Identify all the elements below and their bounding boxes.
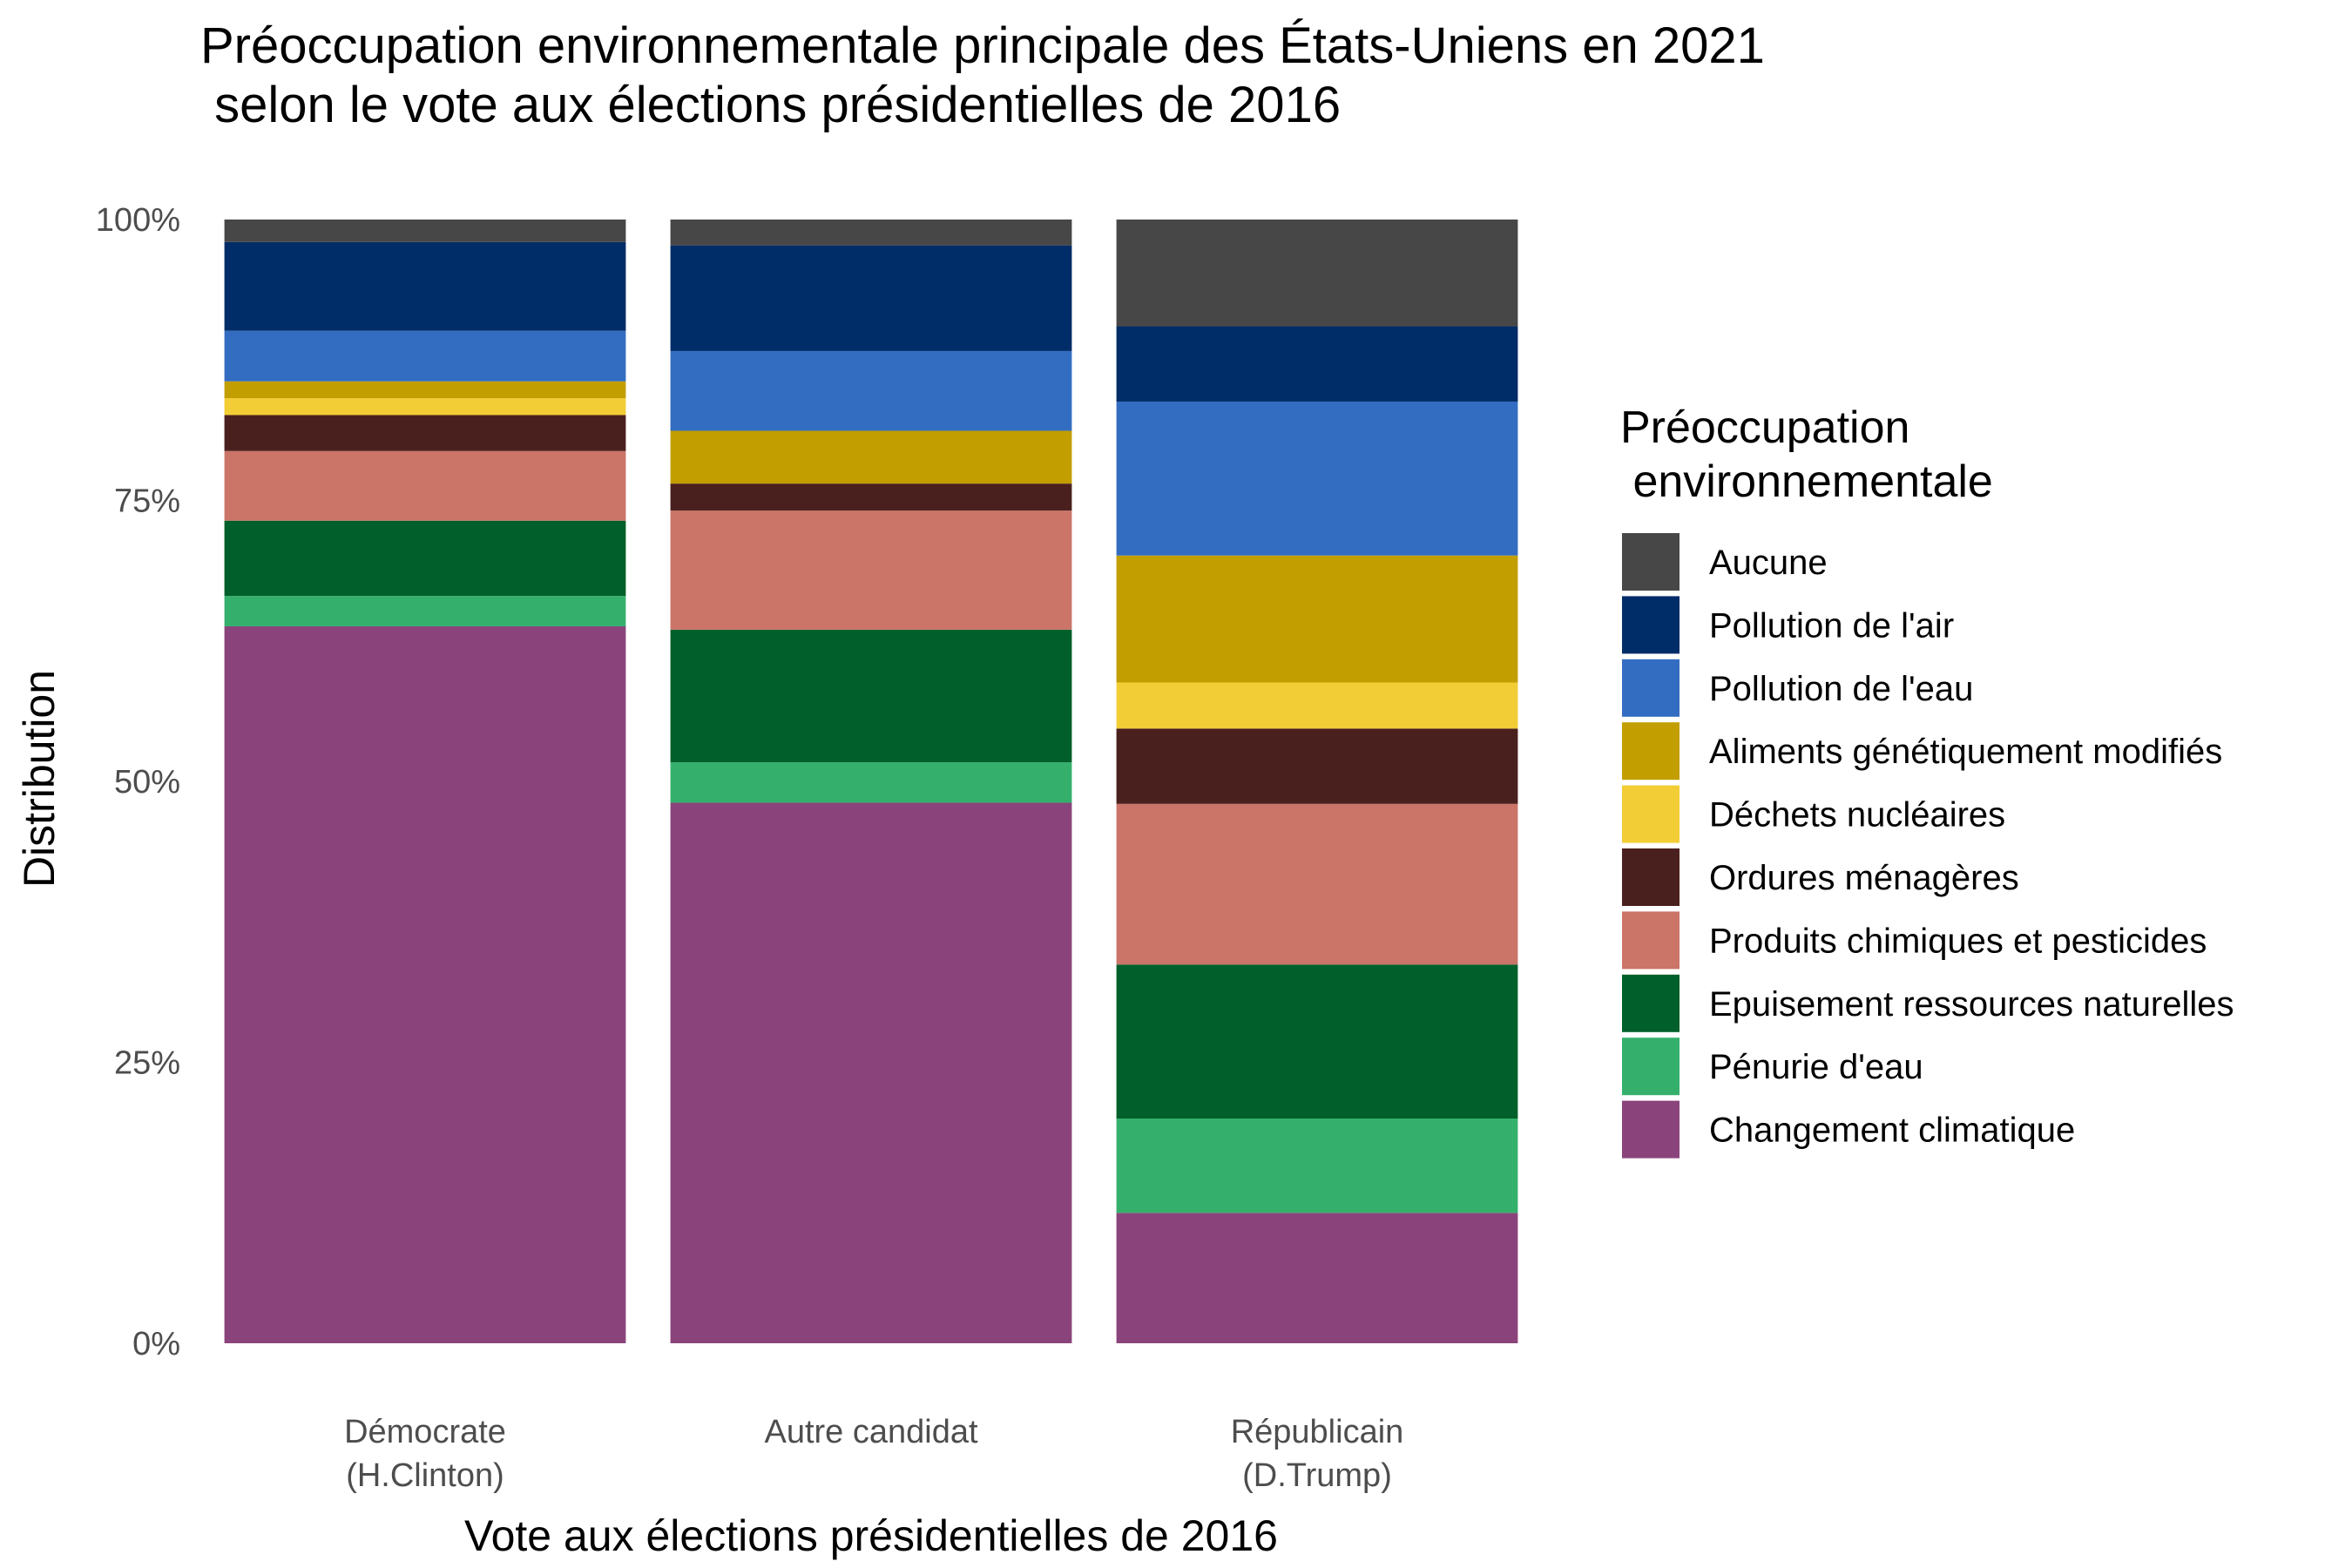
legend-label-penurie-d-eau: Pénurie d'eau — [1709, 1048, 1923, 1086]
legend-swatch-ordures-menageres — [1622, 848, 1680, 906]
legend-label-pollution-de-l-eau: Pollution de l'eau — [1709, 670, 1973, 708]
bar-autre-candidat-ordures-menageres — [670, 483, 1072, 511]
legend-label-epuisement-ressources-naturelles: Epuisement ressources naturelles — [1709, 985, 2234, 1024]
bar-republicain-d-trump-changement-climatique — [1116, 1213, 1518, 1343]
legend-label-changement-climatique: Changement climatique — [1709, 1112, 2075, 1150]
legend-label-dechets-nucleaires: Déchets nucléaires — [1709, 796, 2005, 835]
legend-label-aliments-genetiquement-modifies: Aliments génétiquement modifiés — [1709, 733, 2222, 771]
legend-swatch-pollution-de-l-eau — [1622, 659, 1680, 717]
bar-republicain-d-trump-produits-chimiques-et-pesticides — [1116, 803, 1518, 965]
legend-label-pollution-de-l-air: Pollution de l'air — [1709, 606, 1954, 645]
bar-autre-candidat-aucune — [670, 220, 1072, 246]
legend-swatch-produits-chimiques-et-pesticides — [1622, 911, 1680, 970]
bar-democrate-h-clinton-penurie-d-eau — [224, 596, 626, 626]
legend-swatch-dechets-nucleaires — [1622, 785, 1680, 843]
legend-title-line-1: Préoccupation — [1620, 402, 1909, 453]
bar-republicain-d-trump-aliments-genetiquement-modifies — [1116, 555, 1518, 683]
bar-autre-candidat-penurie-d-eau — [670, 762, 1072, 803]
legend-swatch-pollution-de-l-air — [1622, 596, 1680, 654]
bar-democrate-h-clinton-changement-climatique — [224, 625, 626, 1343]
bar-autre-candidat-pollution-de-l-eau — [670, 350, 1072, 431]
bar-democrate-h-clinton-epuisement-ressources-naturelles — [224, 520, 626, 597]
bar-autre-candidat-pollution-de-l-air — [670, 245, 1072, 351]
legend-swatch-epuisement-ressources-naturelles — [1622, 974, 1680, 1032]
x-axis-label: Vote aux élections présidentielles de 20… — [464, 1511, 1278, 1560]
y-tick-label: 50% — [114, 764, 180, 801]
x-tick-label: Républicain — [1231, 1414, 1404, 1450]
bar-autre-candidat-changement-climatique — [670, 802, 1072, 1343]
bar-democrate-h-clinton-dechets-nucleaires — [224, 398, 626, 416]
bar-republicain-d-trump-penurie-d-eau — [1116, 1119, 1518, 1213]
bar-republicain-d-trump-pollution-de-l-eau — [1116, 401, 1518, 556]
legend-swatch-changement-climatique — [1622, 1100, 1680, 1159]
bar-republicain-d-trump-epuisement-ressources-naturelles — [1116, 964, 1518, 1119]
bar-autre-candidat-produits-chimiques-et-pesticides — [670, 510, 1072, 630]
bar-democrate-h-clinton-aliments-genetiquement-modifies — [224, 381, 626, 399]
bar-democrate-h-clinton-produits-chimiques-et-pesticides — [224, 450, 626, 521]
y-tick-label: 25% — [114, 1045, 180, 1082]
bar-democrate-h-clinton-aucune — [224, 220, 626, 242]
plot-area — [224, 220, 1518, 1343]
y-tick-label: 75% — [114, 483, 180, 520]
y-axis-label: Distribution — [15, 670, 64, 888]
chart-title-line-2: selon le vote aux élections présidentiel… — [200, 77, 1341, 133]
x-tick-label: (D.Trump) — [1242, 1457, 1392, 1494]
y-tick-label: 0% — [132, 1326, 180, 1362]
legend-label-aucune: Aucune — [1709, 544, 1828, 582]
bar-democrate-h-clinton-pollution-de-l-eau — [224, 330, 626, 382]
legend: Préoccupation environnementale Aucune Pol… — [1620, 402, 2234, 1159]
bar-republicain-d-trump-dechets-nucleaires — [1116, 682, 1518, 729]
chart-title: Préoccupation environnementale principal… — [200, 17, 1765, 133]
y-axis-ticks: 0% 25% 50% 75% 100% — [96, 202, 180, 1362]
bar-democrate-h-clinton-ordures-menageres — [224, 415, 626, 451]
bar-republicain-d-trump-pollution-de-l-air — [1116, 326, 1518, 402]
y-tick-label: 100% — [96, 202, 180, 239]
chart-title-line-1: Préoccupation environnementale principal… — [200, 17, 1765, 74]
x-axis-ticks: Démocrate (H.Clinton) Autre candidat Répub… — [344, 1414, 1403, 1494]
bar-republicain-d-trump-aucune — [1116, 220, 1518, 327]
legend-title-line-2: environnementale — [1620, 456, 1993, 507]
legend-swatch-aliments-genetiquement-modifies — [1622, 722, 1680, 781]
bar-autre-candidat-epuisement-ressources-naturelles — [670, 629, 1072, 763]
x-tick-label: Démocrate — [344, 1414, 506, 1450]
bar-autre-candidat-aliments-genetiquement-modifies — [670, 430, 1072, 484]
legend-label-ordures-menageres: Ordures ménagères — [1709, 859, 2019, 897]
x-tick-label: Autre candidat — [764, 1414, 977, 1450]
legend-items: Aucune Pollution de l'air Pollution de l'e… — [1622, 533, 2234, 1159]
bar-democrate-h-clinton-pollution-de-l-air — [224, 241, 626, 331]
legend-swatch-aucune — [1622, 533, 1680, 591]
legend-label-produits-chimiques-et-pesticides: Produits chimiques et pesticides — [1709, 922, 2207, 960]
legend-swatch-penurie-d-eau — [1622, 1037, 1680, 1096]
bar-republicain-d-trump-ordures-menageres — [1116, 728, 1518, 804]
x-tick-label: (H.Clinton) — [346, 1457, 504, 1494]
